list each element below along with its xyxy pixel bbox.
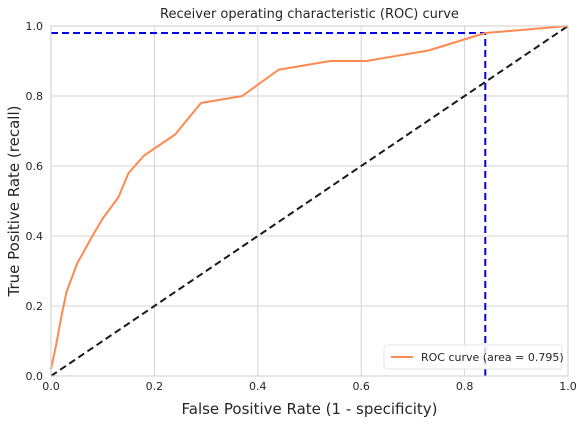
legend-label: ROC curve (area = 0.795) — [421, 351, 564, 364]
y-tick-label: 1.0 — [26, 20, 44, 33]
y-tick-label: 0.2 — [26, 300, 44, 313]
plot-lines — [50, 25, 569, 377]
x-tick-label: 1.0 — [559, 380, 577, 393]
reference-line-diagonal — [50, 25, 569, 377]
y-tick-label: 0.0 — [26, 370, 44, 383]
y-tick-label: 0.6 — [26, 160, 44, 173]
legend-box — [383, 344, 563, 370]
y-tick-label: 0.8 — [26, 90, 44, 103]
plot-frame — [50, 25, 569, 377]
chart-title: Receiver operating characteristic (ROC) … — [160, 7, 459, 22]
x-tick-label: 0.0 — [42, 380, 60, 393]
x-tick-label: 0.2 — [146, 380, 164, 393]
y-tick-label: 0.4 — [26, 230, 44, 243]
legend: ROC curve (area = 0.795) — [383, 344, 564, 370]
tick-labels: 0.0 0.2 0.4 0.6 0.8 1.0 0.0 0.2 0.4 0.6 0.8 1.0 — [26, 20, 577, 393]
x-axis-label: False Positive Rate (1 - specificity) — [182, 400, 438, 418]
x-tick-label: 0.8 — [456, 380, 474, 393]
y-axis-label: True Positive Rate (recall) — [5, 106, 23, 298]
roc-curve-line — [50, 25, 569, 370]
x-tick-label: 0.4 — [249, 380, 267, 393]
x-tick-label: 0.6 — [352, 380, 370, 393]
